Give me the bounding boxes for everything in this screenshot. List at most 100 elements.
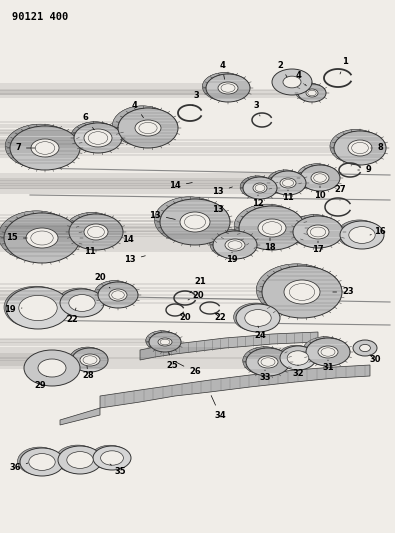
Text: 27: 27 bbox=[334, 185, 346, 200]
Text: 18: 18 bbox=[264, 238, 276, 253]
Ellipse shape bbox=[349, 227, 375, 244]
Ellipse shape bbox=[65, 213, 119, 248]
Ellipse shape bbox=[246, 348, 290, 376]
Ellipse shape bbox=[6, 287, 70, 329]
Ellipse shape bbox=[70, 347, 105, 371]
Ellipse shape bbox=[19, 295, 57, 321]
Ellipse shape bbox=[80, 354, 100, 366]
Ellipse shape bbox=[24, 350, 80, 386]
Ellipse shape bbox=[221, 84, 235, 92]
Text: 23: 23 bbox=[333, 287, 354, 296]
Ellipse shape bbox=[225, 239, 245, 251]
Ellipse shape bbox=[340, 221, 384, 249]
Ellipse shape bbox=[234, 204, 300, 248]
Ellipse shape bbox=[218, 82, 238, 94]
Ellipse shape bbox=[348, 140, 372, 156]
Ellipse shape bbox=[84, 129, 112, 147]
Ellipse shape bbox=[297, 164, 337, 190]
Ellipse shape bbox=[113, 106, 172, 146]
Text: 13: 13 bbox=[212, 187, 232, 197]
Polygon shape bbox=[234, 204, 305, 228]
Ellipse shape bbox=[240, 176, 274, 198]
Ellipse shape bbox=[311, 172, 329, 184]
Text: 21: 21 bbox=[190, 278, 206, 293]
Ellipse shape bbox=[31, 231, 53, 245]
Text: 19: 19 bbox=[4, 305, 22, 314]
Ellipse shape bbox=[308, 90, 316, 96]
Ellipse shape bbox=[4, 286, 68, 328]
Ellipse shape bbox=[330, 130, 382, 164]
Text: 13: 13 bbox=[149, 211, 175, 220]
Text: 17: 17 bbox=[312, 241, 324, 254]
Text: 90121 400: 90121 400 bbox=[12, 12, 68, 22]
Ellipse shape bbox=[307, 225, 329, 239]
Ellipse shape bbox=[290, 284, 314, 301]
Ellipse shape bbox=[4, 213, 80, 263]
Ellipse shape bbox=[88, 132, 108, 144]
Ellipse shape bbox=[280, 178, 296, 188]
Ellipse shape bbox=[243, 347, 287, 375]
Text: 4: 4 bbox=[295, 70, 306, 86]
Ellipse shape bbox=[293, 216, 343, 248]
Ellipse shape bbox=[109, 289, 127, 301]
Polygon shape bbox=[202, 72, 250, 88]
Polygon shape bbox=[297, 164, 340, 178]
Ellipse shape bbox=[135, 120, 161, 136]
Ellipse shape bbox=[84, 224, 108, 240]
Ellipse shape bbox=[255, 184, 265, 191]
Text: 30: 30 bbox=[369, 355, 381, 365]
Text: 32: 32 bbox=[292, 365, 304, 377]
Ellipse shape bbox=[67, 451, 93, 469]
Polygon shape bbox=[0, 211, 80, 238]
Text: 3: 3 bbox=[253, 101, 260, 116]
Text: 14: 14 bbox=[169, 182, 192, 190]
Ellipse shape bbox=[258, 219, 286, 237]
Text: 13: 13 bbox=[212, 206, 224, 214]
Polygon shape bbox=[70, 347, 108, 360]
Polygon shape bbox=[140, 332, 318, 360]
Ellipse shape bbox=[337, 220, 381, 248]
Text: 1: 1 bbox=[340, 58, 348, 74]
Text: 4: 4 bbox=[219, 61, 225, 79]
Polygon shape bbox=[303, 337, 350, 352]
Polygon shape bbox=[71, 122, 122, 138]
Ellipse shape bbox=[18, 447, 62, 475]
Ellipse shape bbox=[58, 446, 102, 474]
Polygon shape bbox=[295, 83, 326, 93]
Ellipse shape bbox=[69, 214, 123, 250]
Ellipse shape bbox=[272, 69, 312, 95]
Text: 20: 20 bbox=[188, 290, 204, 300]
Ellipse shape bbox=[5, 124, 75, 168]
Ellipse shape bbox=[258, 356, 278, 368]
Ellipse shape bbox=[158, 338, 172, 346]
Text: 15: 15 bbox=[6, 233, 27, 243]
Polygon shape bbox=[113, 106, 178, 128]
Ellipse shape bbox=[139, 123, 157, 134]
Text: 7: 7 bbox=[15, 143, 35, 152]
Ellipse shape bbox=[93, 446, 131, 470]
Polygon shape bbox=[210, 230, 257, 245]
Text: 29: 29 bbox=[34, 376, 47, 391]
Ellipse shape bbox=[91, 445, 129, 469]
Text: 20: 20 bbox=[179, 313, 191, 322]
Ellipse shape bbox=[228, 241, 242, 249]
Polygon shape bbox=[256, 264, 342, 292]
Polygon shape bbox=[5, 124, 80, 148]
Text: 4: 4 bbox=[132, 101, 143, 118]
Text: 8: 8 bbox=[371, 143, 383, 152]
Ellipse shape bbox=[352, 142, 369, 154]
Text: 3: 3 bbox=[193, 91, 199, 106]
Text: 31: 31 bbox=[322, 360, 334, 373]
Ellipse shape bbox=[243, 177, 277, 199]
Text: 28: 28 bbox=[82, 366, 94, 381]
Ellipse shape bbox=[0, 211, 74, 261]
Text: 9: 9 bbox=[358, 166, 371, 174]
Ellipse shape bbox=[206, 74, 250, 102]
Ellipse shape bbox=[334, 131, 386, 165]
Polygon shape bbox=[243, 347, 290, 362]
Polygon shape bbox=[154, 197, 230, 222]
Polygon shape bbox=[330, 130, 386, 148]
Text: 35: 35 bbox=[110, 464, 126, 477]
Ellipse shape bbox=[71, 122, 119, 152]
Polygon shape bbox=[65, 213, 123, 232]
